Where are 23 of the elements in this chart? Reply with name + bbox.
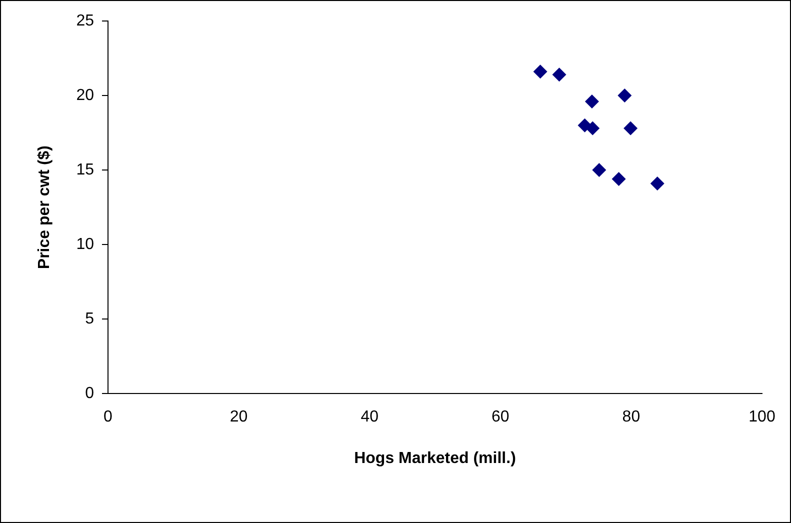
y-tick-label: 10 <box>76 236 94 253</box>
x-tick-label: 100 <box>748 408 776 426</box>
x-tick-label: 80 <box>622 408 640 426</box>
point <box>533 64 548 79</box>
point <box>586 121 600 136</box>
point <box>612 172 626 186</box>
point <box>650 176 664 190</box>
y-tick-label: 0 <box>85 385 94 402</box>
point <box>624 121 638 136</box>
x-tick-label: 0 <box>104 408 113 426</box>
point <box>584 94 599 108</box>
point <box>592 163 606 178</box>
x-axis-title: Hogs Marketed (mill.) <box>354 450 516 467</box>
y-tick-label: 20 <box>76 86 94 104</box>
x-tick-label: 20 <box>230 408 248 426</box>
y-tick-label: 15 <box>76 161 94 178</box>
x-tick-label: 60 <box>492 408 510 426</box>
y-tick-label: 5 <box>85 310 94 328</box>
point <box>618 88 632 103</box>
y-axis-title: Price per cwt ($) <box>36 145 54 270</box>
y-tick-label: 25 <box>76 12 94 30</box>
point <box>552 68 566 82</box>
x-tick-label: 40 <box>360 408 379 426</box>
